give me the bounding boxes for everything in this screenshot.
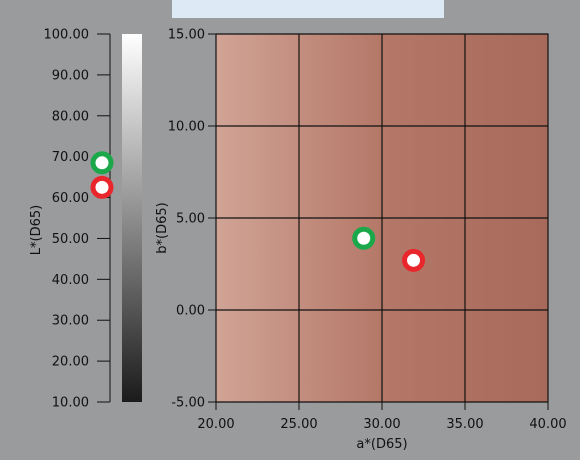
lightness-tick-label: 80.00 <box>52 109 89 124</box>
lightness-tick-label: 10.00 <box>52 396 89 411</box>
b-tick-label: 15.00 <box>168 28 205 43</box>
b-axis-title: b*(D65) <box>155 202 170 253</box>
lightness-tick-label: 70.00 <box>52 150 89 165</box>
lightness-gradient-bar <box>122 34 142 402</box>
lightness-tick-label: 40.00 <box>52 273 89 288</box>
ab-marker <box>352 226 376 250</box>
lightness-tick-label: 100.00 <box>44 28 90 43</box>
lightness-tick-label: 50.00 <box>52 232 89 247</box>
a-tick-label: 20.00 <box>197 417 234 432</box>
a-tick-label: 40.00 <box>529 417 566 432</box>
lightness-tick-label: 90.00 <box>52 68 89 83</box>
b-tick-label: 10.00 <box>168 120 205 135</box>
a-tick-label: 25.00 <box>280 417 317 432</box>
a-tick-label: 30.00 <box>363 417 400 432</box>
b-tick-label: 5.00 <box>176 212 205 227</box>
lightness-tick-label: 60.00 <box>52 191 89 206</box>
lightness-marker <box>90 175 114 199</box>
top-tab <box>172 0 444 18</box>
a-tick-label: 35.00 <box>446 417 483 432</box>
lightness-marker <box>90 151 114 175</box>
a-axis-title: a*(D65) <box>356 437 407 452</box>
lightness-tick-label: 20.00 <box>52 355 89 370</box>
b-tick-label: 0.00 <box>176 304 205 319</box>
b-tick-label: -5.00 <box>171 396 205 411</box>
lightness-tick-label: 30.00 <box>52 314 89 329</box>
lightness-axis-title: L*(D65) <box>29 205 44 255</box>
ab-marker <box>402 248 426 272</box>
